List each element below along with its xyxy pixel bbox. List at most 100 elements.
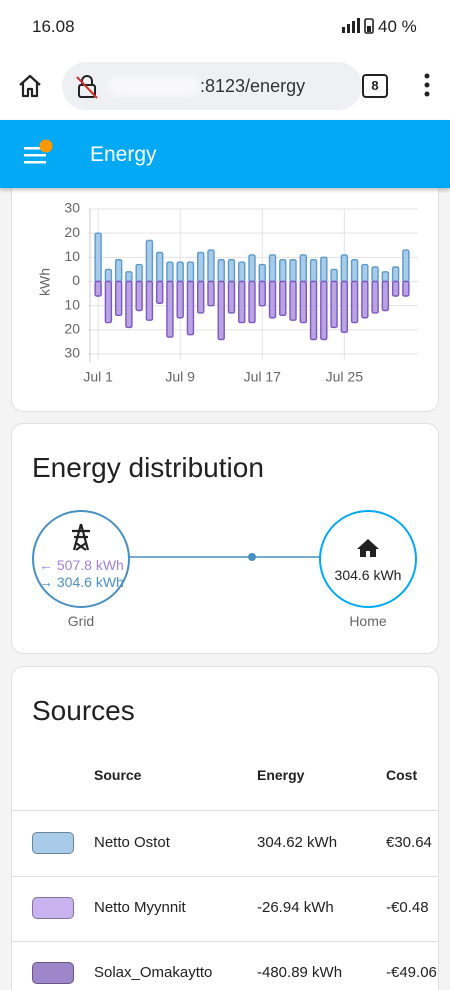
home-value: 304.6 kWh — [334, 567, 402, 583]
bar — [299, 254, 307, 283]
divider — [11, 876, 439, 877]
x-tick-label: Jul 9 — [165, 369, 195, 385]
bar — [309, 259, 318, 283]
bar — [299, 280, 307, 324]
bar — [135, 263, 143, 283]
bar — [238, 261, 246, 283]
bar — [279, 280, 287, 317]
redacted-host — [108, 76, 200, 96]
y-tick-label: 30 — [64, 345, 80, 361]
bar — [381, 280, 390, 312]
bar — [289, 259, 297, 283]
bar — [330, 268, 338, 283]
card-title: Energy distribution — [32, 452, 264, 483]
grid-import: ← 507.8 kWh — [39, 557, 124, 573]
bar — [350, 280, 359, 324]
bar — [166, 280, 174, 338]
bar — [227, 280, 236, 314]
bar — [268, 280, 277, 319]
clock: 16.08 — [32, 17, 75, 36]
bar — [330, 280, 338, 329]
x-tick-label: Jul 17 — [244, 369, 282, 385]
source-cost: -€0.48 — [386, 899, 429, 916]
bar — [217, 280, 225, 341]
bar — [309, 280, 318, 341]
y-tick-label: 10 — [64, 296, 80, 312]
card-title: Sources — [32, 695, 135, 726]
bar — [114, 259, 123, 283]
bar — [279, 259, 287, 283]
x-tick-label: Jul 25 — [326, 369, 364, 385]
grid-label: Grid — [67, 613, 95, 629]
insecure-icon — [76, 75, 98, 99]
divider — [11, 810, 439, 811]
source-energy: -480.89 kWh — [257, 964, 343, 981]
bar — [217, 259, 225, 283]
bar — [227, 259, 236, 283]
source-name: Netto Ostot — [94, 834, 170, 851]
y-tick-label: 0 — [72, 272, 80, 288]
column-header: Source — [94, 767, 142, 783]
y-tick-label: 20 — [64, 224, 80, 240]
bar — [248, 280, 256, 324]
home-icon — [357, 539, 379, 557]
bar — [176, 280, 184, 319]
menu-button[interactable] — [420, 72, 434, 100]
status-icons — [342, 18, 374, 34]
source-name: Netto Myynnit — [94, 899, 186, 916]
bar — [176, 261, 184, 283]
bar — [135, 280, 143, 312]
bar — [155, 280, 164, 304]
bar — [391, 280, 400, 297]
y-tick-label: 10 — [64, 248, 80, 264]
bar — [391, 266, 400, 283]
bar — [289, 280, 297, 321]
bar — [145, 239, 154, 283]
x-tick-label: Jul 1 — [83, 369, 113, 385]
bar — [238, 280, 246, 324]
bar — [258, 280, 266, 307]
column-header: Cost — [386, 767, 418, 783]
bar — [207, 249, 215, 283]
bar — [248, 254, 256, 283]
y-axis-label: kWh — [37, 268, 53, 296]
bar — [186, 280, 195, 336]
bar — [155, 251, 164, 283]
source-energy: 304.62 kWh — [257, 834, 338, 851]
bar — [258, 263, 266, 283]
source-name: Solax_Omakaytto — [94, 964, 213, 981]
grid-node[interactable] — [32, 510, 130, 608]
bar — [197, 251, 205, 283]
grid-icon — [72, 523, 90, 551]
bar — [340, 280, 349, 333]
sidebar-toggle[interactable] — [22, 138, 58, 170]
app-title: Energy — [90, 143, 157, 166]
bar — [166, 261, 174, 283]
y-tick-label: 20 — [64, 321, 80, 337]
color-swatch — [32, 832, 74, 854]
home-node[interactable] — [319, 510, 417, 608]
sources-card — [11, 666, 439, 990]
source-cost: €30.64 — [386, 834, 432, 851]
bar — [94, 232, 102, 283]
bar — [320, 280, 328, 341]
bar — [402, 249, 410, 283]
home-button[interactable] — [16, 72, 44, 100]
bar — [125, 271, 133, 283]
app-bar — [0, 120, 450, 188]
bar — [197, 280, 205, 314]
bar — [145, 280, 154, 321]
y-tick-label: 30 — [64, 200, 80, 216]
grid-export: → 304.6 kWh — [39, 574, 124, 590]
bar — [268, 254, 277, 283]
bar — [207, 280, 215, 307]
bar — [371, 266, 379, 283]
bar — [340, 254, 349, 283]
bar — [381, 271, 390, 283]
color-swatch — [32, 962, 74, 984]
bar — [125, 280, 133, 329]
bar — [104, 268, 113, 283]
tab-count[interactable]: 8 — [362, 74, 388, 98]
